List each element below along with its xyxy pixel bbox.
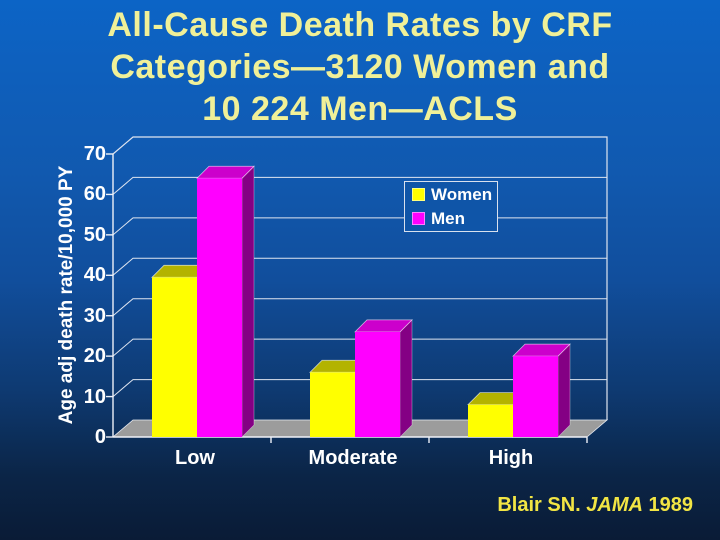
legend-item-men: Men bbox=[412, 209, 497, 229]
y-tick-label-70: 70 bbox=[83, 143, 106, 165]
bar-women-moderate bbox=[310, 372, 355, 437]
citation-journal: JAMA bbox=[586, 494, 643, 516]
gridline bbox=[112, 379, 607, 397]
bar-men-low bbox=[197, 178, 242, 437]
bar-women-high bbox=[468, 404, 513, 437]
bar-men-high-side bbox=[557, 343, 571, 438]
gridline bbox=[112, 176, 607, 195]
y-tick-label-50: 50 bbox=[83, 223, 106, 246]
chart-wall-border bbox=[112, 136, 608, 420]
citation-year: 1989 bbox=[648, 494, 694, 516]
title-line-1: All-Cause Death Rates by CRF bbox=[107, 6, 613, 44]
y-tick-label-30: 30 bbox=[83, 304, 106, 327]
y-tick-label-60: 60 bbox=[83, 183, 106, 206]
category-label-high: High bbox=[488, 447, 534, 469]
bar-men-moderate-side bbox=[399, 319, 413, 438]
slide-title: All-Cause Death Rates by CRF Categories—… bbox=[0, 4, 720, 130]
y-tick-label-20: 20 bbox=[83, 345, 106, 368]
y-tick-label-10: 10 bbox=[83, 385, 106, 408]
citation-author: Blair SN. bbox=[497, 494, 581, 516]
category-label-moderate: Moderate bbox=[308, 447, 398, 469]
bar-men-high bbox=[513, 356, 558, 437]
y-tick-label-0: 0 bbox=[94, 426, 106, 448]
bar-women-low bbox=[152, 277, 197, 437]
title-line-3: 10 224 Men—ACLS bbox=[202, 90, 518, 128]
gridline bbox=[112, 338, 607, 357]
bar-men-low-side bbox=[241, 165, 255, 438]
bar-men-moderate bbox=[355, 331, 400, 437]
title-line-2: Categories—3120 Women and bbox=[110, 48, 610, 86]
legend-label-men: Men bbox=[431, 208, 465, 228]
gridline bbox=[112, 217, 607, 236]
y-tick-label-40: 40 bbox=[83, 264, 106, 287]
legend-label-women: Women bbox=[431, 184, 493, 204]
men-color-swatch bbox=[412, 212, 425, 225]
gridline bbox=[112, 257, 607, 276]
gridline bbox=[112, 298, 607, 317]
legend-item-women: Women bbox=[412, 185, 497, 205]
women-color-swatch bbox=[412, 188, 425, 201]
category-label-low: Low bbox=[175, 447, 215, 469]
chart-legend: Women Men bbox=[404, 181, 498, 232]
citation: Blair SN. JAMA 1989 bbox=[497, 494, 693, 517]
